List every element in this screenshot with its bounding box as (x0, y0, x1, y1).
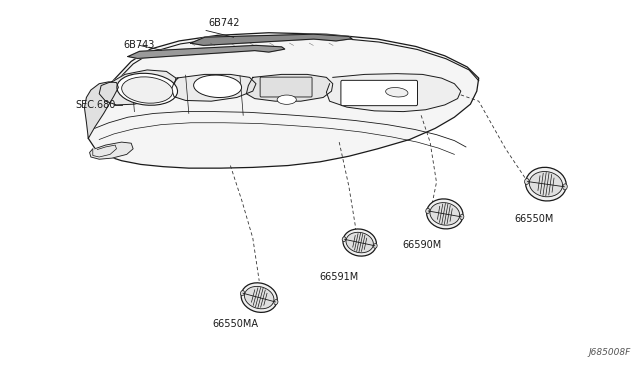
Polygon shape (90, 142, 133, 159)
Ellipse shape (373, 244, 377, 248)
Ellipse shape (194, 75, 241, 97)
Ellipse shape (241, 291, 244, 296)
Text: J685008F: J685008F (588, 348, 630, 357)
Polygon shape (246, 74, 333, 101)
Ellipse shape (525, 167, 566, 201)
Text: 66550M: 66550M (515, 214, 554, 224)
Ellipse shape (427, 199, 463, 229)
FancyBboxPatch shape (341, 80, 417, 106)
Polygon shape (88, 33, 479, 168)
Text: 6B743: 6B743 (123, 40, 154, 49)
Ellipse shape (563, 184, 567, 190)
Ellipse shape (244, 286, 274, 309)
Text: 66591M: 66591M (319, 272, 359, 282)
Ellipse shape (122, 77, 173, 103)
Text: SEC.680: SEC.680 (76, 100, 116, 110)
Polygon shape (84, 82, 118, 138)
Text: 6B742: 6B742 (208, 18, 239, 28)
Text: 66550MA: 66550MA (212, 319, 259, 329)
Polygon shape (326, 74, 461, 112)
Ellipse shape (117, 73, 177, 105)
Polygon shape (172, 74, 256, 101)
Ellipse shape (430, 203, 460, 225)
Ellipse shape (426, 208, 430, 214)
Ellipse shape (277, 95, 296, 104)
Polygon shape (128, 45, 285, 58)
Ellipse shape (529, 171, 563, 197)
FancyBboxPatch shape (260, 77, 312, 97)
Polygon shape (99, 70, 176, 105)
Ellipse shape (274, 299, 278, 305)
Ellipse shape (342, 237, 346, 241)
Ellipse shape (343, 229, 376, 256)
Text: 66590M: 66590M (403, 240, 442, 250)
Ellipse shape (525, 179, 529, 185)
Polygon shape (191, 34, 352, 45)
Ellipse shape (460, 214, 464, 219)
Ellipse shape (386, 87, 408, 97)
Ellipse shape (241, 283, 277, 312)
Ellipse shape (346, 232, 373, 253)
